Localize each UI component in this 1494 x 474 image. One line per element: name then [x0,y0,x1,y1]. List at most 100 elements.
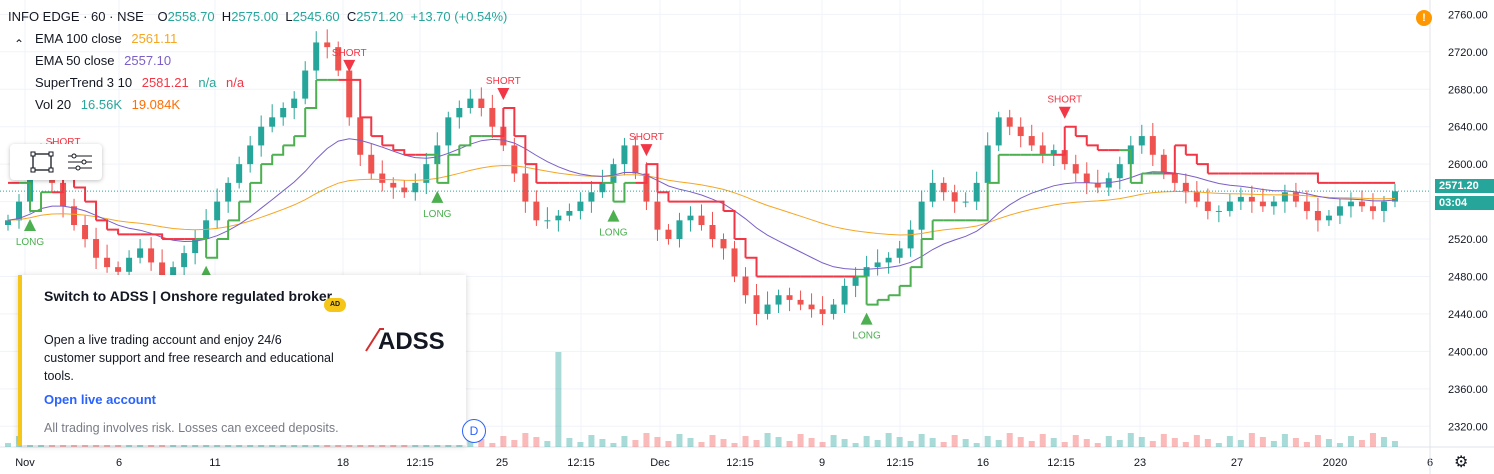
candle-body [159,262,166,277]
candle-body [742,276,749,296]
time-tick-label: 27 [1231,457,1243,469]
supertrend-line [745,256,758,277]
indicator-name: Vol 20 [35,97,72,112]
time-tick-label: Nov [15,457,35,469]
volume-bar [797,434,804,447]
supertrend-line [1306,172,1319,183]
supertrend-line [360,116,373,137]
supertrend-line [514,135,527,165]
candle-body [830,304,837,314]
candle-body [1204,201,1211,211]
price-tick-label: 2720.00 [1448,47,1488,59]
candle-body [973,182,980,202]
open-value: 2558.70 [167,9,215,24]
volume-bar [786,441,793,447]
volume-bar [753,440,760,447]
volume-bar [1303,442,1310,447]
volume-bar [1050,438,1057,447]
supertrend-line [613,182,626,203]
candle-body [852,276,859,286]
supertrend-line [96,219,109,230]
ad-banner[interactable]: Switch to ADSS | Onshore regulated broke… [18,275,466,445]
volume-bar [962,439,969,447]
chevron-icon[interactable]: ⌃ [14,37,25,51]
gear-icon[interactable]: ⚙ [1454,454,1469,471]
volume-bar [126,443,133,447]
candle-body [1369,206,1376,211]
volume-bar [929,438,936,447]
volume-bar [1017,437,1024,447]
dividend-marker[interactable]: D [462,419,486,443]
chart-legend: INFO EDGE · 60 · NSE O2558.70 H2575.00 L… [8,6,507,116]
volume-bar [1160,434,1167,447]
supertrend-line [305,79,318,109]
candle-body [126,257,133,272]
volume-bar [511,440,518,447]
volume-bar [764,433,771,447]
indicator-name: EMA 100 close [35,31,122,46]
volume-bar [5,443,11,447]
candle-body [918,201,925,230]
volume-bar [775,437,782,447]
ad-disclaimer: All trading involves risk. Losses can ex… [44,421,339,435]
candle-body [423,164,430,183]
time-tick-label: 2020 [1323,457,1347,469]
supertrend-line [1053,126,1066,156]
candle-body [577,201,584,211]
candle-body [1028,136,1035,146]
candle-body [1303,201,1310,211]
candle-body [104,257,111,268]
candle-body [335,47,342,71]
alert-icon[interactable]: ! [1416,10,1432,26]
time-tick-label: 9 [819,457,825,469]
candle-body [544,220,551,222]
candle-body [1336,206,1343,216]
candle-body [1325,215,1332,221]
symbol-title[interactable]: INFO EDGE · 60 · NSE [8,9,144,24]
volume-bar [1248,433,1255,447]
candle-body [1215,210,1222,212]
volume-bar [984,436,991,447]
indicator-value: 19.084K [131,97,181,112]
volume-bar [1149,441,1156,447]
supertrend-line [987,154,1000,184]
candle-body [324,42,331,48]
candle-body [269,117,276,127]
drawing-toolbar [10,144,102,180]
candle-body [1391,191,1398,202]
supertrend-line [206,239,219,259]
candle-body [379,173,386,183]
candle-body [1237,196,1244,202]
candle-body [907,229,914,249]
price-tick-label: 2760.00 [1448,9,1488,21]
indicator-name: SuperTrend 3 10 [35,75,133,90]
volume-bar [566,438,573,447]
candle-body [478,98,485,108]
supertrend-line [239,182,252,203]
indicator-ema100[interactable]: ⌃ EMA 100 close 2561.11 [8,28,507,51]
supertrend-line [30,192,43,212]
supertrend-line [1086,144,1099,151]
indicator-ema50[interactable]: EMA 50 close 2557.10 [8,50,507,72]
candle-body [445,117,452,146]
candle-body [137,248,144,258]
supertrend-line [382,144,395,151]
supertrend-line [426,153,439,183]
close-value: 2571.20 [356,9,404,24]
candle-body [1292,192,1299,202]
list-icon[interactable] [66,150,94,174]
signal-arrow [860,312,873,325]
volume-bar [1292,438,1299,447]
volume-bar [951,435,958,447]
indicator-volume[interactable]: Vol 20 16.56K 19.084K [8,94,507,116]
supertrend-line [283,136,296,147]
volume-bar [577,442,584,447]
indicator-supertrend[interactable]: SuperTrend 3 10 2581.21 n/a n/a [8,72,507,94]
volume-bar [841,439,848,447]
select-box-icon[interactable] [28,150,56,174]
candle-body [5,220,11,225]
candle-body [797,299,804,305]
open-live-account-link[interactable]: Open live account [44,392,156,407]
volume-bar [489,443,496,447]
